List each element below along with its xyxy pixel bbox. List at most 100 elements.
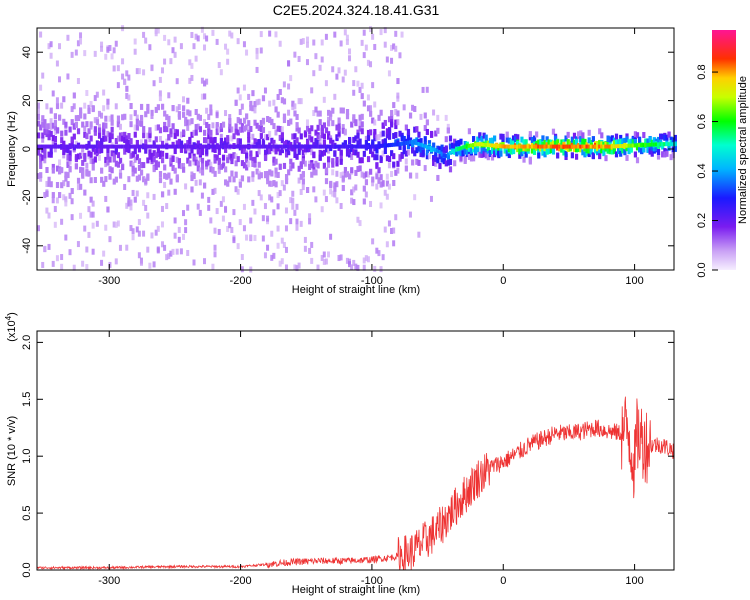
heatmap-cell — [245, 49, 249, 56]
heatmap-cell — [125, 135, 129, 142]
heatmap-ridge-cell — [270, 144, 274, 149]
heatmap-cell — [299, 98, 303, 105]
heatmap-cell — [160, 150, 165, 157]
heatmap-cell — [579, 146, 583, 153]
heatmap-cell — [318, 154, 322, 161]
heatmap-cell — [402, 104, 406, 111]
colorbar-ticks: 0.00.20.40.60.8 — [696, 64, 718, 278]
heatmap-ridge-cell — [209, 144, 213, 149]
heatmap-ridge-cell — [144, 144, 148, 149]
heatmap-cell — [469, 147, 474, 154]
heatmap-cell — [144, 204, 148, 211]
heatmap-cell — [148, 262, 152, 269]
heatmap-cell — [148, 149, 152, 156]
heatmap-cell — [102, 89, 106, 96]
heatmap-ridge-cell — [356, 144, 360, 149]
heatmap-cell — [259, 47, 263, 54]
heatmap-ridge-cell — [667, 142, 671, 147]
heatmap-cell — [93, 129, 97, 136]
heatmap-cell — [177, 236, 181, 243]
heatmap-cell — [312, 169, 316, 176]
heatmap-cell — [518, 152, 522, 159]
heatmap-cell — [181, 166, 186, 173]
heatmap-ridge-cell — [610, 144, 614, 149]
heatmap-ridge-cell — [93, 144, 97, 149]
heatmap-cell — [93, 117, 97, 124]
heatmap-cell — [133, 167, 137, 174]
heatmap-cell — [68, 192, 72, 199]
heatmap-cell — [381, 179, 385, 186]
heatmap-cell — [240, 175, 245, 182]
heatmap-cell — [184, 219, 188, 226]
heatmap-cell — [129, 160, 133, 167]
heatmap-cell — [411, 147, 415, 154]
heatmap-cell — [121, 114, 125, 121]
heatmap-cell — [186, 109, 190, 116]
heatmap-cell — [362, 100, 366, 107]
heatmap-cell — [217, 149, 221, 156]
heatmap-cell — [326, 116, 330, 123]
heatmap-cell — [274, 167, 278, 174]
heatmap-cell — [192, 43, 196, 50]
heatmap-cell — [652, 137, 656, 144]
heatmap-cell — [591, 136, 595, 143]
heatmap-cell — [396, 110, 400, 117]
heatmap-cell — [387, 70, 391, 77]
heatmap-cell — [364, 171, 369, 178]
heatmap-cell — [251, 175, 255, 182]
heatmap-ridge-cell — [614, 144, 619, 149]
heatmap-cell — [270, 180, 274, 187]
heatmap-cell — [62, 96, 66, 103]
heatmap-cell — [171, 248, 175, 255]
heatmap-ridge-cell — [398, 142, 402, 147]
heatmap-cell — [387, 128, 392, 135]
heatmap-cell — [230, 226, 234, 233]
heatmap-cell — [154, 136, 158, 143]
heatmap-cell — [608, 145, 612, 152]
heatmap-cell — [545, 136, 549, 143]
heatmap-cell — [602, 150, 606, 157]
heatmap-cell — [282, 98, 287, 105]
heatmap-cell — [600, 147, 604, 154]
heatmap-cell — [343, 166, 348, 173]
heatmap-cell — [232, 152, 236, 159]
heatmap-cell — [39, 153, 43, 160]
heatmap-cell — [219, 133, 223, 140]
heatmap-cell — [236, 138, 240, 145]
heatmap-cell — [291, 104, 295, 111]
heatmap-cell — [133, 131, 137, 138]
heatmap-cell — [213, 170, 217, 177]
heatmap-cell — [102, 129, 106, 136]
heatmap-ridge-cell — [116, 144, 121, 149]
heatmap-cell — [203, 44, 207, 51]
heatmap-cell — [66, 172, 70, 179]
heatmap-cell — [236, 38, 240, 45]
heatmap-cell — [181, 111, 186, 118]
heatmap-cell — [598, 128, 602, 135]
heatmap-cell — [301, 184, 305, 191]
heatmap-cell — [116, 115, 121, 122]
heatmap-cell — [97, 147, 102, 154]
heatmap-cell — [316, 162, 320, 169]
heatmap-ridge-cell — [74, 144, 79, 149]
heatmap-cell — [459, 150, 463, 157]
heatmap-cell — [648, 148, 652, 155]
heatmap-cell — [192, 173, 196, 180]
heatmap-cell — [503, 146, 507, 153]
heatmap-cell — [530, 136, 535, 143]
heatmap-cell — [60, 218, 64, 225]
heatmap-cell — [629, 138, 633, 145]
heatmap-ridge-cell — [110, 144, 114, 149]
heatmap-cell — [482, 147, 486, 154]
heatmap-ridge-cell — [446, 152, 450, 157]
heatmap-cell — [337, 122, 341, 129]
heatmap-ridge-cell — [549, 144, 553, 149]
heatmap-ridge-cell — [326, 144, 331, 149]
heatmap-cell — [434, 130, 438, 137]
heatmap-cell — [253, 107, 257, 114]
heatmap-cell — [156, 27, 160, 34]
heatmap-cell — [360, 171, 364, 178]
heatmap-ridge-cell — [360, 144, 364, 149]
